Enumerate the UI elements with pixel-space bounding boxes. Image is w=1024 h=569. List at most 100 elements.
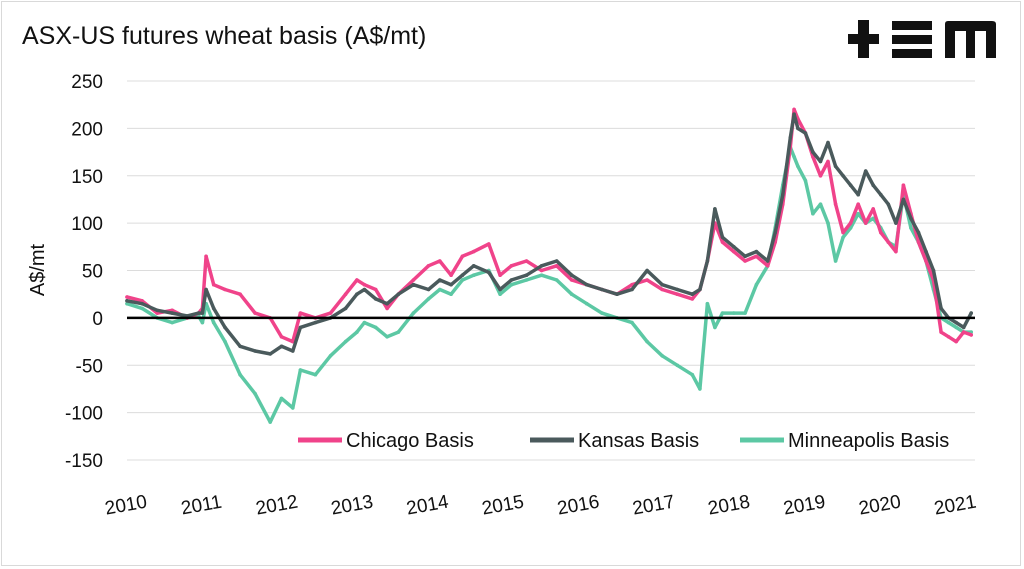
data-point [355, 278, 359, 282]
data-point [279, 396, 284, 401]
data-point [155, 308, 159, 313]
data-point [690, 297, 695, 301]
data-point [509, 278, 514, 282]
data-point [675, 287, 680, 292]
data-point [524, 259, 529, 263]
data-point [660, 354, 664, 358]
tem-logo [848, 20, 996, 58]
data-point [939, 306, 943, 311]
data-point [969, 333, 973, 337]
data-point [449, 273, 453, 278]
data-point [698, 287, 702, 292]
y-axis-label: A$/mt [27, 243, 49, 296]
data-point [931, 268, 936, 273]
y-tick-label: -100 [65, 404, 103, 425]
data-point [343, 339, 348, 344]
data-point [385, 306, 389, 311]
data-point [705, 259, 710, 263]
data-point [460, 278, 465, 282]
data-point [125, 299, 129, 303]
data-point [238, 372, 242, 377]
data-point [554, 264, 559, 268]
data-point [471, 273, 476, 278]
data-point [909, 216, 913, 221]
data-point [343, 306, 348, 311]
data-point [954, 320, 958, 325]
data-point [916, 240, 921, 244]
data-point [600, 287, 604, 292]
data-point [841, 174, 845, 178]
data-point [298, 368, 303, 372]
data-point [253, 349, 257, 353]
data-point [125, 301, 129, 306]
data-point [460, 254, 465, 259]
data-point [253, 391, 257, 396]
data-point [554, 278, 559, 282]
data-point [204, 287, 208, 292]
data-point [826, 140, 830, 145]
y-tick-label: -50 [76, 356, 103, 377]
data-point [630, 287, 634, 292]
data-point [460, 273, 465, 278]
data-point [298, 311, 303, 315]
data-point [396, 330, 401, 334]
data-point [743, 254, 747, 259]
data-point [826, 159, 830, 164]
x-tick-label: 2011 [180, 492, 224, 520]
data-point [373, 297, 378, 301]
legend-item: Chicago Basis [298, 430, 474, 452]
data-point [792, 112, 796, 116]
data-point [743, 259, 747, 263]
data-point [773, 230, 777, 235]
data-point [792, 107, 796, 112]
data-point [818, 174, 823, 178]
data-point [279, 335, 284, 339]
data-point [879, 230, 883, 235]
y-tick-label: 200 [71, 119, 103, 140]
data-point [509, 282, 514, 287]
data-point [754, 249, 759, 254]
data-point [385, 335, 389, 339]
data-point [585, 282, 589, 287]
data-point [754, 282, 759, 287]
data-point [328, 354, 333, 358]
data-point [291, 406, 295, 410]
data-point [524, 278, 529, 282]
x-tick-label: 2018 [706, 492, 751, 520]
data-point [732, 245, 736, 249]
data-point [856, 202, 860, 206]
data-point [856, 192, 860, 197]
data-point [539, 268, 544, 273]
legend-label: Chicago Basis [346, 430, 474, 452]
data-point [426, 264, 431, 268]
data-point [909, 226, 913, 230]
data-point [411, 278, 416, 282]
data-point [841, 235, 845, 240]
data-point [720, 311, 725, 315]
data-point [901, 183, 906, 187]
data-point [732, 249, 736, 254]
data-point [863, 221, 868, 225]
data-point [818, 202, 823, 206]
data-point [373, 325, 378, 330]
data-point [426, 287, 431, 292]
data-point [720, 235, 725, 240]
data-point [871, 216, 875, 221]
data-point [675, 292, 680, 297]
data-point [660, 287, 664, 292]
data-point [200, 320, 205, 325]
data-point [170, 320, 174, 325]
data-point [705, 301, 710, 306]
x-tick-label: 2013 [330, 492, 375, 520]
data-point [600, 311, 604, 315]
data-point [471, 249, 476, 254]
legend-item: Kansas Basis [530, 430, 699, 452]
series-line [125, 107, 973, 344]
data-point [268, 352, 273, 356]
data-point [362, 320, 367, 325]
data-point [690, 372, 695, 377]
data-point [615, 292, 619, 297]
data-point [826, 221, 830, 225]
data-point [569, 278, 574, 282]
